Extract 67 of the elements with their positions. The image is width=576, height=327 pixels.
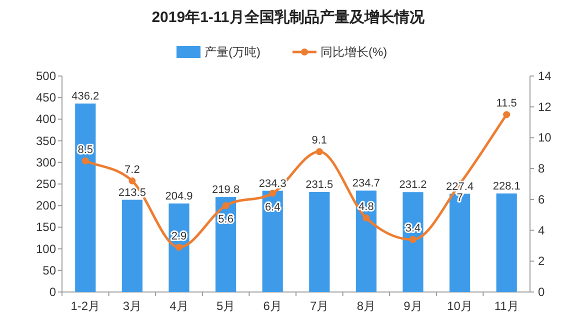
data-label: 7.2 bbox=[124, 164, 140, 176]
data-label: 436.2 bbox=[72, 90, 100, 103]
point bbox=[503, 111, 510, 118]
y2-tick-label: 12 bbox=[538, 100, 552, 114]
data-label: 234.7 bbox=[352, 178, 380, 190]
legend-label: 产量(万吨) bbox=[204, 45, 260, 59]
y-tick-label: 0 bbox=[49, 285, 56, 299]
x-tick-label: 6月 bbox=[263, 299, 282, 313]
y2-tick-label: 4 bbox=[538, 223, 545, 238]
y-tick-label: 250 bbox=[36, 177, 56, 191]
y-tick-label: 150 bbox=[36, 220, 56, 234]
point bbox=[316, 148, 323, 156]
x-tick-label: 9月 bbox=[404, 299, 422, 313]
x-tick-label: 11月 bbox=[494, 299, 519, 313]
y-tick-label: 50 bbox=[42, 263, 56, 278]
point bbox=[176, 244, 182, 251]
data-label: 9.1 bbox=[312, 134, 328, 147]
data-label: 11.5 bbox=[496, 98, 517, 110]
y2-tick-label: 10 bbox=[538, 130, 552, 145]
point bbox=[410, 236, 416, 244]
bar bbox=[402, 192, 424, 292]
bar bbox=[216, 197, 236, 292]
data-label: 231.5 bbox=[306, 178, 334, 191]
bar bbox=[356, 190, 376, 292]
x-tick-label: 1-2月 bbox=[70, 299, 100, 313]
y-tick-label: 500 bbox=[36, 69, 56, 83]
x-tick-label: 7月 bbox=[310, 299, 329, 313]
x-tick-label: 4月 bbox=[170, 299, 188, 313]
bar bbox=[75, 104, 96, 292]
data-label: 5.6 bbox=[218, 214, 234, 226]
bar bbox=[496, 193, 517, 292]
y-tick-label: 350 bbox=[36, 134, 56, 148]
data-label: 219.8 bbox=[212, 184, 240, 196]
data-label: 8.5 bbox=[78, 144, 94, 156]
data-label: 228.1 bbox=[492, 180, 520, 192]
x-tick-label: 10月 bbox=[447, 299, 472, 313]
y-tick-label: 450 bbox=[36, 90, 56, 105]
y2-tick-label: 6 bbox=[538, 192, 545, 206]
point bbox=[222, 202, 230, 210]
y2-tick-label: 2 bbox=[538, 254, 545, 268]
data-label: 4.8 bbox=[358, 200, 374, 213]
point bbox=[128, 177, 136, 184]
y-tick-label: 100 bbox=[36, 242, 56, 256]
y-tick-label: 400 bbox=[36, 112, 56, 126]
data-label: 204.9 bbox=[165, 190, 193, 202]
y2-tick-label: 0 bbox=[538, 285, 545, 299]
x-tick-label: 8月 bbox=[356, 299, 376, 313]
data-label: 3.4 bbox=[405, 222, 421, 235]
y-tick-label: 300 bbox=[36, 155, 56, 170]
data-label: 2.9 bbox=[171, 230, 187, 242]
x-tick-label: 5月 bbox=[216, 299, 236, 313]
point bbox=[362, 214, 370, 222]
bar bbox=[168, 203, 190, 292]
data-label: 231.2 bbox=[399, 179, 427, 192]
data-label: 6.4 bbox=[264, 201, 280, 214]
data-label: 7 bbox=[456, 192, 463, 204]
chart-title: 2019年1-11月全国乳制品产量及增长情况 bbox=[152, 9, 426, 26]
point bbox=[82, 157, 89, 164]
bar bbox=[450, 194, 470, 292]
x-tick-label: 3月 bbox=[122, 299, 142, 313]
y-tick-label: 200 bbox=[36, 198, 56, 213]
legend-label: 同比增长(%) bbox=[320, 45, 388, 59]
bar bbox=[309, 192, 330, 292]
y2-tick-label: 8 bbox=[538, 162, 545, 176]
point bbox=[269, 190, 276, 197]
bar bbox=[122, 200, 142, 292]
y2-tick-label: 14 bbox=[538, 69, 552, 83]
